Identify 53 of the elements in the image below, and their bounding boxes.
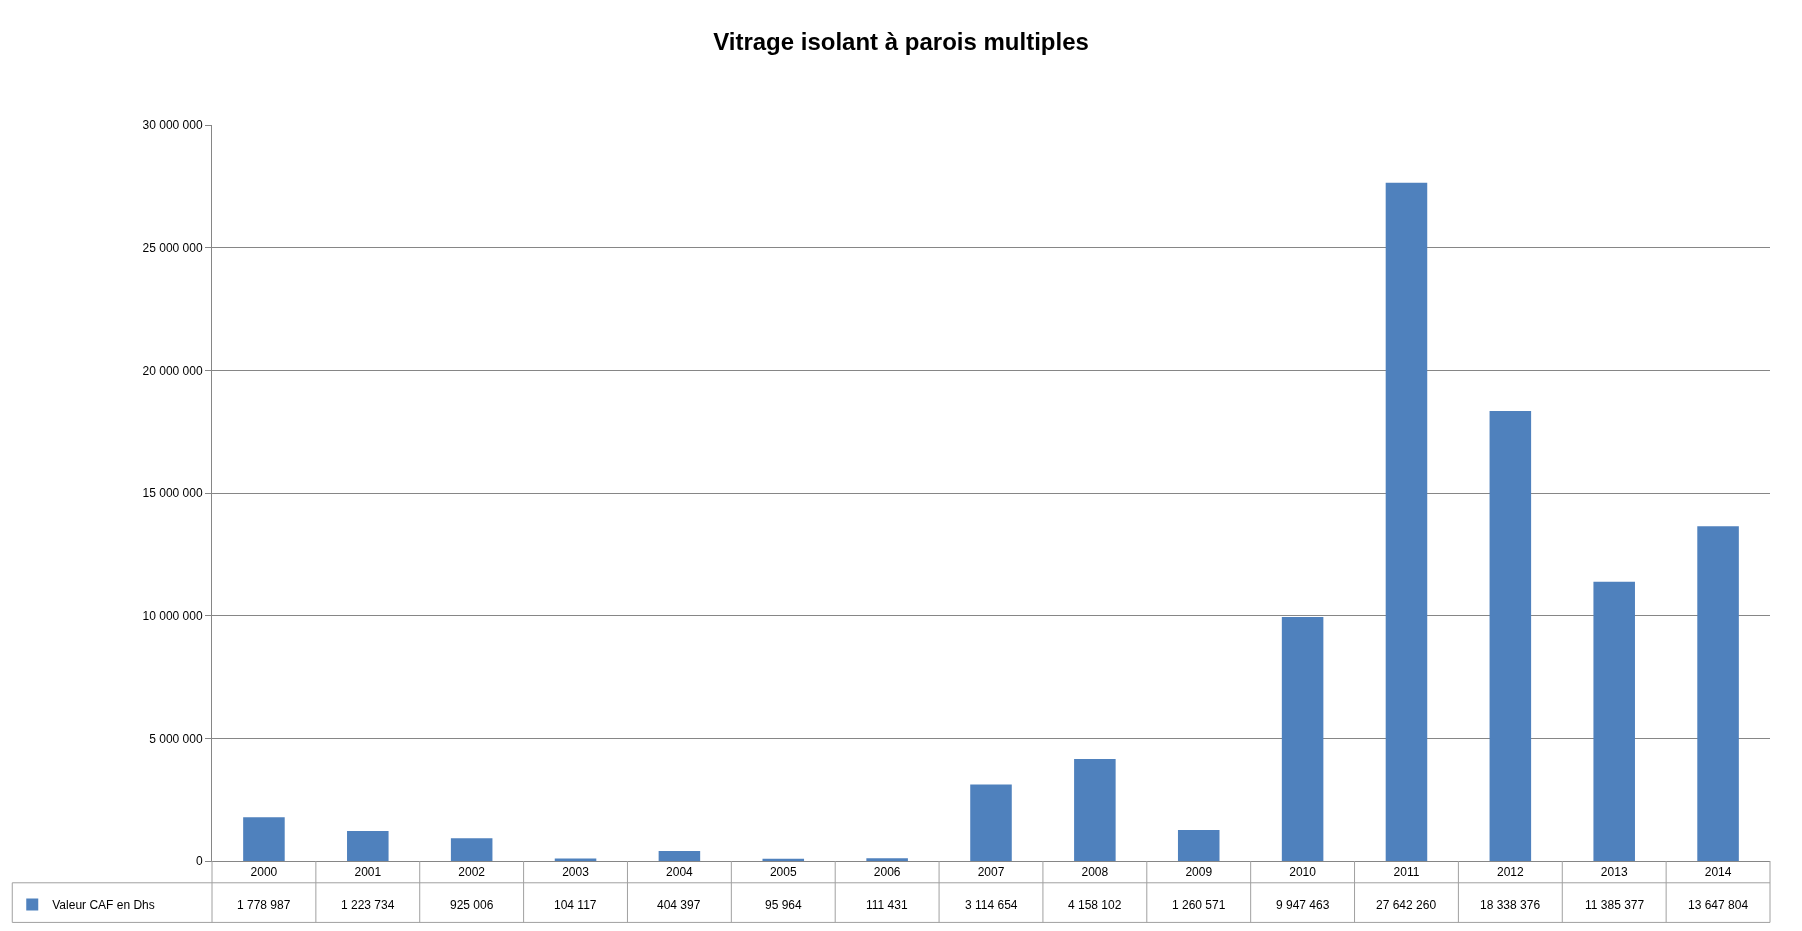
data-label: 925 006 bbox=[450, 898, 494, 912]
bar bbox=[1281, 616, 1324, 861]
legend-label: Valeur CAF en Dhs bbox=[52, 898, 155, 913]
y-tick-label: 25 000 000 bbox=[142, 240, 203, 255]
x-tick-label: 2010 bbox=[1289, 865, 1317, 880]
bar bbox=[866, 858, 908, 861]
data-label: 18 338 376 bbox=[1480, 898, 1541, 912]
bar bbox=[1489, 411, 1532, 861]
data-label: 1 223 734 bbox=[341, 898, 395, 912]
bar bbox=[1697, 526, 1739, 861]
y-tick-label: 10 000 000 bbox=[142, 608, 203, 623]
data-label: 27 642 260 bbox=[1376, 898, 1437, 912]
chart-title: Vitrage isolant à parois multiples bbox=[713, 28, 1089, 56]
bar bbox=[243, 817, 285, 861]
x-tick-label: 2004 bbox=[666, 865, 694, 880]
data-label: 1 260 571 bbox=[1172, 898, 1226, 912]
x-tick-label: 2014 bbox=[1704, 865, 1732, 880]
y-tick-label: 30 000 000 bbox=[142, 118, 203, 133]
data-label: 9 947 463 bbox=[1276, 898, 1330, 912]
data-label: 11 385 377 bbox=[1585, 898, 1645, 912]
bar bbox=[970, 784, 1012, 861]
data-label: 3 114 654 bbox=[965, 898, 1018, 912]
x-tick-label: 2003 bbox=[562, 865, 590, 880]
data-label: 111 431 bbox=[866, 898, 908, 912]
x-tick-label: 2002 bbox=[458, 865, 486, 880]
y-tick-label: 0 bbox=[195, 854, 203, 869]
data-label: 404 397 bbox=[657, 898, 701, 912]
data-label: 4 158 102 bbox=[1068, 898, 1122, 912]
x-tick-label: 2000 bbox=[250, 865, 278, 880]
x-tick-label: 2007 bbox=[977, 865, 1005, 880]
x-tick-label: 2005 bbox=[769, 865, 797, 880]
x-tick-label: 2001 bbox=[354, 865, 382, 880]
x-tick-label: 2006 bbox=[873, 865, 901, 880]
data-label: 95 964 bbox=[765, 898, 803, 912]
bar bbox=[347, 830, 389, 861]
x-tick-label: 2013 bbox=[1600, 865, 1628, 880]
bar bbox=[1177, 830, 1220, 861]
bar bbox=[450, 838, 493, 861]
data-label: 1 778 987 bbox=[237, 898, 291, 912]
y-tick-label: 20 000 000 bbox=[142, 363, 203, 378]
bar bbox=[1593, 581, 1635, 861]
bar bbox=[658, 851, 701, 861]
x-tick-label: 2009 bbox=[1185, 865, 1213, 880]
data-label: 13 647 804 bbox=[1688, 898, 1749, 912]
x-tick-label: 2011 bbox=[1393, 865, 1420, 880]
y-tick-label: 15 000 000 bbox=[142, 486, 203, 501]
bar bbox=[1385, 182, 1428, 861]
x-tick-label: 2008 bbox=[1081, 865, 1109, 880]
y-tick-label: 5 000 000 bbox=[149, 731, 203, 746]
x-tick-label: 2012 bbox=[1496, 865, 1524, 880]
data-label: 104 117 bbox=[554, 898, 597, 912]
bar bbox=[1074, 758, 1116, 861]
bar bbox=[554, 858, 597, 861]
